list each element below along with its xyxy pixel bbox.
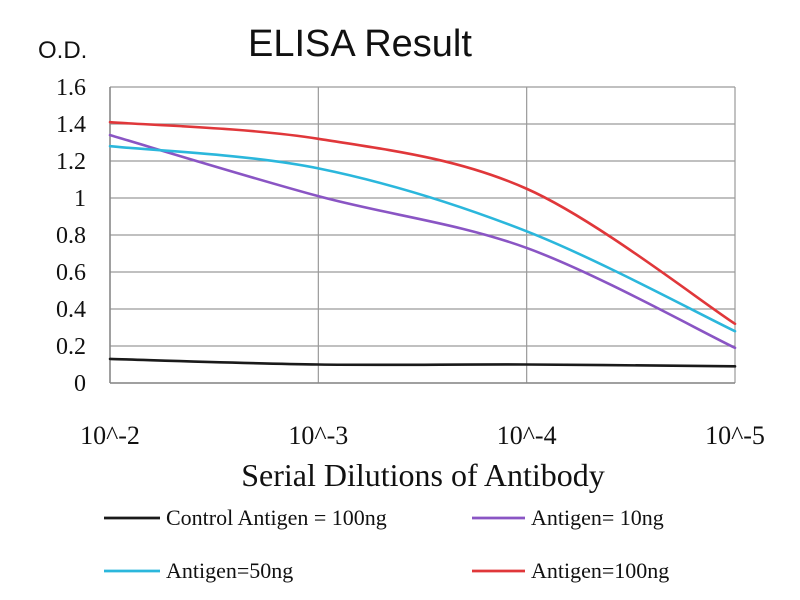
y-tick-labels: 0 0.2 0.4 0.6 0.8 1 1.2 1.4 1.6 xyxy=(56,75,86,397)
y-tick-label: 1.2 xyxy=(56,149,86,175)
chart-title: ELISA Result xyxy=(248,23,472,65)
x-tick-label: 10^-4 xyxy=(497,421,557,450)
x-tick-label: 10^-3 xyxy=(288,421,348,450)
series-line-0 xyxy=(108,357,737,368)
series-line-2 xyxy=(108,144,737,333)
x-tick-label: 10^-5 xyxy=(705,421,765,450)
legend-label: Antigen=50ng xyxy=(166,558,293,583)
series-lines xyxy=(108,120,737,368)
x-axis-label: Serial Dilutions of Antibody xyxy=(241,457,605,493)
legend-label: Antigen= 10ng xyxy=(531,505,664,530)
y-axis-label: O.D. xyxy=(38,37,87,64)
legend: Control Antigen = 100ng Antigen= 10ng Anti… xyxy=(104,505,669,583)
y-tick-label: 0.8 xyxy=(56,223,86,249)
x-tick-labels: 10^-2 10^-3 10^-4 10^-5 xyxy=(80,421,765,450)
legend-label: Antigen=100ng xyxy=(531,558,669,583)
grid xyxy=(109,86,736,384)
x-tick-label: 10^-2 xyxy=(80,421,140,450)
y-tick-label: 1.6 xyxy=(56,75,86,101)
legend-label: Control Antigen = 100ng xyxy=(166,505,387,530)
y-tick-label: 0.2 xyxy=(56,334,86,360)
y-tick-label: 0.4 xyxy=(56,297,86,323)
y-tick-label: 1 xyxy=(74,186,86,212)
y-tick-label: 0.6 xyxy=(56,260,86,286)
series-line-3 xyxy=(108,120,737,326)
y-tick-label: 1.4 xyxy=(56,112,86,138)
series-line-1 xyxy=(108,133,737,350)
y-tick-label: 0 xyxy=(74,371,86,397)
